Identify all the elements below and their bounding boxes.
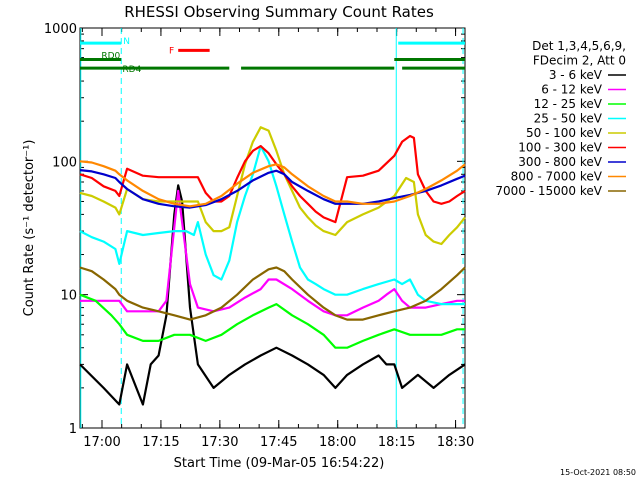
x-tick-label: 18:00: [319, 435, 356, 450]
x-tick-label: 18:30: [437, 435, 474, 450]
series-line-6-12-kev: [80, 189, 465, 317]
series-line-25-50-kev: [79, 145, 465, 306]
x-tick-label: 18:15: [378, 435, 415, 450]
series-layer: [79, 126, 466, 406]
annotation-label-rd4: RD4: [122, 65, 141, 75]
x-tick-label: 17:00: [83, 435, 120, 450]
x-tick-label: 17:45: [260, 435, 297, 450]
annotation-label-rd0: RD0: [101, 52, 120, 62]
legend-title-line: FDecim 2, Att 0: [533, 54, 626, 68]
legend-entry-label: 25 - 50 keV: [534, 112, 603, 126]
y-tick-label: 10: [60, 289, 77, 304]
legend-entry-label: 12 - 25 keV: [534, 97, 603, 111]
series-line-100-300-kev: [79, 134, 466, 224]
series-line-800-7000-kev: [79, 160, 466, 208]
x-tick-label: 17:30: [201, 435, 238, 450]
legend-entry-label: 100 - 300 keV: [518, 141, 602, 155]
legend-entry-label: 800 - 7000 keV: [511, 170, 603, 184]
saa-markers: [80, 28, 464, 428]
chart-title: RHESSI Observing Summary Count Rates: [124, 3, 434, 21]
series-line-12-25-kev: [79, 293, 465, 349]
legend-entry-label: 300 - 800 keV: [518, 155, 602, 169]
legend: Det 1,3,4,5,6,9,FDecim 2, Att 03 - 6 keV…: [495, 39, 626, 198]
annotation-label-f: F: [169, 46, 174, 56]
legend-entry-label: 3 - 6 keV: [549, 68, 603, 82]
series-line-300-800-kev: [79, 169, 466, 209]
y-tick-label: 100: [52, 155, 77, 170]
annotation-label-n: N: [123, 37, 130, 47]
series-line-7000-15000-kev: [79, 266, 466, 321]
plot-area: [79, 27, 466, 429]
legend-title-line: Det 1,3,4,5,6,9,: [532, 39, 626, 53]
series-line-50-100-kev: [79, 126, 466, 246]
series-line-3-6-kev: [79, 184, 466, 406]
y-tick-label: 1000: [44, 22, 77, 37]
y-tick-label: 1: [69, 422, 77, 437]
x-tick-label: 17:15: [142, 435, 179, 450]
y-axis-label: Count Rate (s⁻¹ detector⁻¹): [22, 140, 37, 317]
date-stamp: 15-Oct-2021 08:50: [560, 468, 636, 477]
legend-entry-label: 7000 - 15000 keV: [495, 184, 602, 198]
legend-entry-label: 6 - 12 keV: [541, 83, 603, 97]
axis-ticks: 17:00 17:15 17:30 17:45 18:00 18:15 18:30 1 10 10…: [44, 22, 474, 450]
x-axis-label: Start Time (09-Mar-05 16:54:22): [174, 456, 385, 471]
legend-entry-label: 50 - 100 keV: [526, 126, 603, 140]
